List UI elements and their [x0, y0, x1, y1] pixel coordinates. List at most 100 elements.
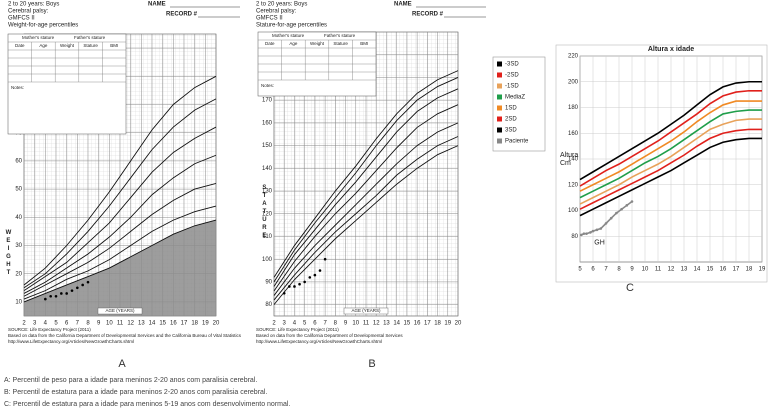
x-axis-label: AGE (YEARS) [105, 308, 135, 313]
legend-swatch [497, 116, 502, 122]
source-note: SOURCE: Life Expectancy Project (2011) [256, 327, 339, 332]
legend-label: 2SD [505, 117, 517, 123]
legend-label: -2SD [505, 73, 519, 79]
data-point [604, 222, 608, 225]
x-tick-label: 6 [591, 267, 595, 273]
data-point [49, 294, 52, 298]
x-tick-label: 7 [604, 267, 608, 273]
x-tick-label: 16 [170, 321, 177, 327]
form-label: Father's stature [74, 35, 106, 40]
y-tick-label: 30 [15, 243, 22, 249]
series-line [579, 89, 762, 187]
x-tick-label: 18 [746, 267, 753, 273]
form-column: BMI [360, 41, 368, 46]
header-line: Stature-for-age percentiles [256, 23, 327, 29]
series-line [579, 80, 762, 181]
y-tick-label: 20 [15, 271, 22, 277]
x-tick-label: 15 [159, 321, 166, 327]
form-column: Weight [60, 43, 75, 48]
data-point [293, 285, 296, 288]
series-line [579, 118, 762, 205]
x-tick-label: 2 [22, 321, 26, 327]
y-tick-label: 220 [568, 54, 579, 60]
form-column: Stature [333, 41, 348, 46]
x-tick-label: 18 [191, 321, 198, 327]
legend-swatch [497, 61, 502, 67]
y-tick-label: 80 [265, 302, 272, 308]
series-line [23, 75, 217, 286]
data-point [630, 200, 634, 203]
legend-swatch [497, 105, 502, 111]
x-tick-label: 17 [424, 321, 431, 327]
x-tick-label: 13 [138, 321, 145, 327]
data-point [589, 231, 592, 234]
y-tick-label: 160 [568, 131, 579, 137]
x-label-box [343, 307, 389, 315]
data-point [582, 232, 586, 235]
source-note: http://www.LifeExpectancy.org/Articles/N… [8, 339, 134, 344]
legend-box [492, 56, 546, 152]
form-column: Weight [310, 41, 325, 46]
legend-swatch [497, 83, 502, 89]
series-line [23, 183, 217, 297]
legend-label: 3SD [505, 128, 517, 134]
form-column: Date [15, 43, 25, 48]
legend-swatch [497, 127, 502, 133]
annotation: GH [594, 240, 605, 247]
data-point [599, 227, 603, 230]
data-point [70, 289, 74, 292]
series-line [23, 205, 217, 300]
data-point [323, 257, 327, 261]
x-tick-label: 8 [86, 321, 90, 327]
form-column: Age [289, 41, 298, 46]
x-tick-label: 20 [213, 321, 220, 327]
x-tick-label: 19 [202, 321, 209, 327]
x-tick-label: 16 [720, 267, 727, 273]
legend-label: Paciente [505, 139, 529, 145]
y-axis-label: Altura [560, 152, 578, 159]
x-tick-label: 9 [630, 267, 634, 273]
data-point [303, 280, 306, 284]
header-line: Cerebral palsy: [8, 9, 49, 15]
form-label: Mother's stature [272, 33, 305, 38]
x-label-box [97, 307, 143, 315]
record-label: RECORD # [166, 12, 198, 18]
legend-label: MediaZ [505, 95, 525, 101]
legend-label: -1SD [505, 84, 519, 90]
legend-swatch [497, 72, 502, 78]
data-point [298, 282, 301, 286]
header-line: 2 to 20 years: Boys [256, 2, 307, 8]
y-tick-label: 120 [262, 211, 273, 217]
y-tick-label: 110 [262, 234, 272, 240]
source-note: Based on data from the California Depart… [256, 333, 403, 338]
x-axis-label: AGE (YEARS) [351, 308, 381, 313]
form-notes: Notes: [261, 83, 274, 88]
x-tick-label: 14 [393, 321, 400, 327]
data-point [620, 207, 623, 211]
x-tick-label: 20 [455, 321, 462, 327]
series-line [273, 145, 459, 305]
x-tick-label: 12 [127, 321, 134, 327]
legend-label: -3SD [505, 62, 519, 68]
x-tick-label: 7 [76, 321, 80, 327]
x-tick-label: 11 [117, 321, 124, 327]
form-column: BMI [110, 43, 118, 48]
x-tick-label: 3 [33, 321, 37, 327]
x-tick-label: 11 [655, 267, 662, 273]
chart-title: Altura x idade [648, 46, 694, 53]
x-tick-label: 2 [272, 321, 276, 327]
data-point [609, 216, 613, 220]
y-tick-label: 120 [568, 182, 579, 188]
x-tick-label: 5 [303, 321, 307, 327]
data-point [76, 286, 79, 290]
series-line [579, 128, 762, 210]
panel-label: C [626, 282, 634, 294]
x-tick-label: 10 [642, 267, 649, 273]
data-point [313, 273, 317, 277]
x-tick-label: 17 [181, 321, 188, 327]
form-label: Father's stature [324, 33, 356, 38]
y-tick-label: 140 [568, 157, 579, 163]
x-tick-label: 11 [363, 321, 370, 327]
form-column: Date [265, 41, 275, 46]
